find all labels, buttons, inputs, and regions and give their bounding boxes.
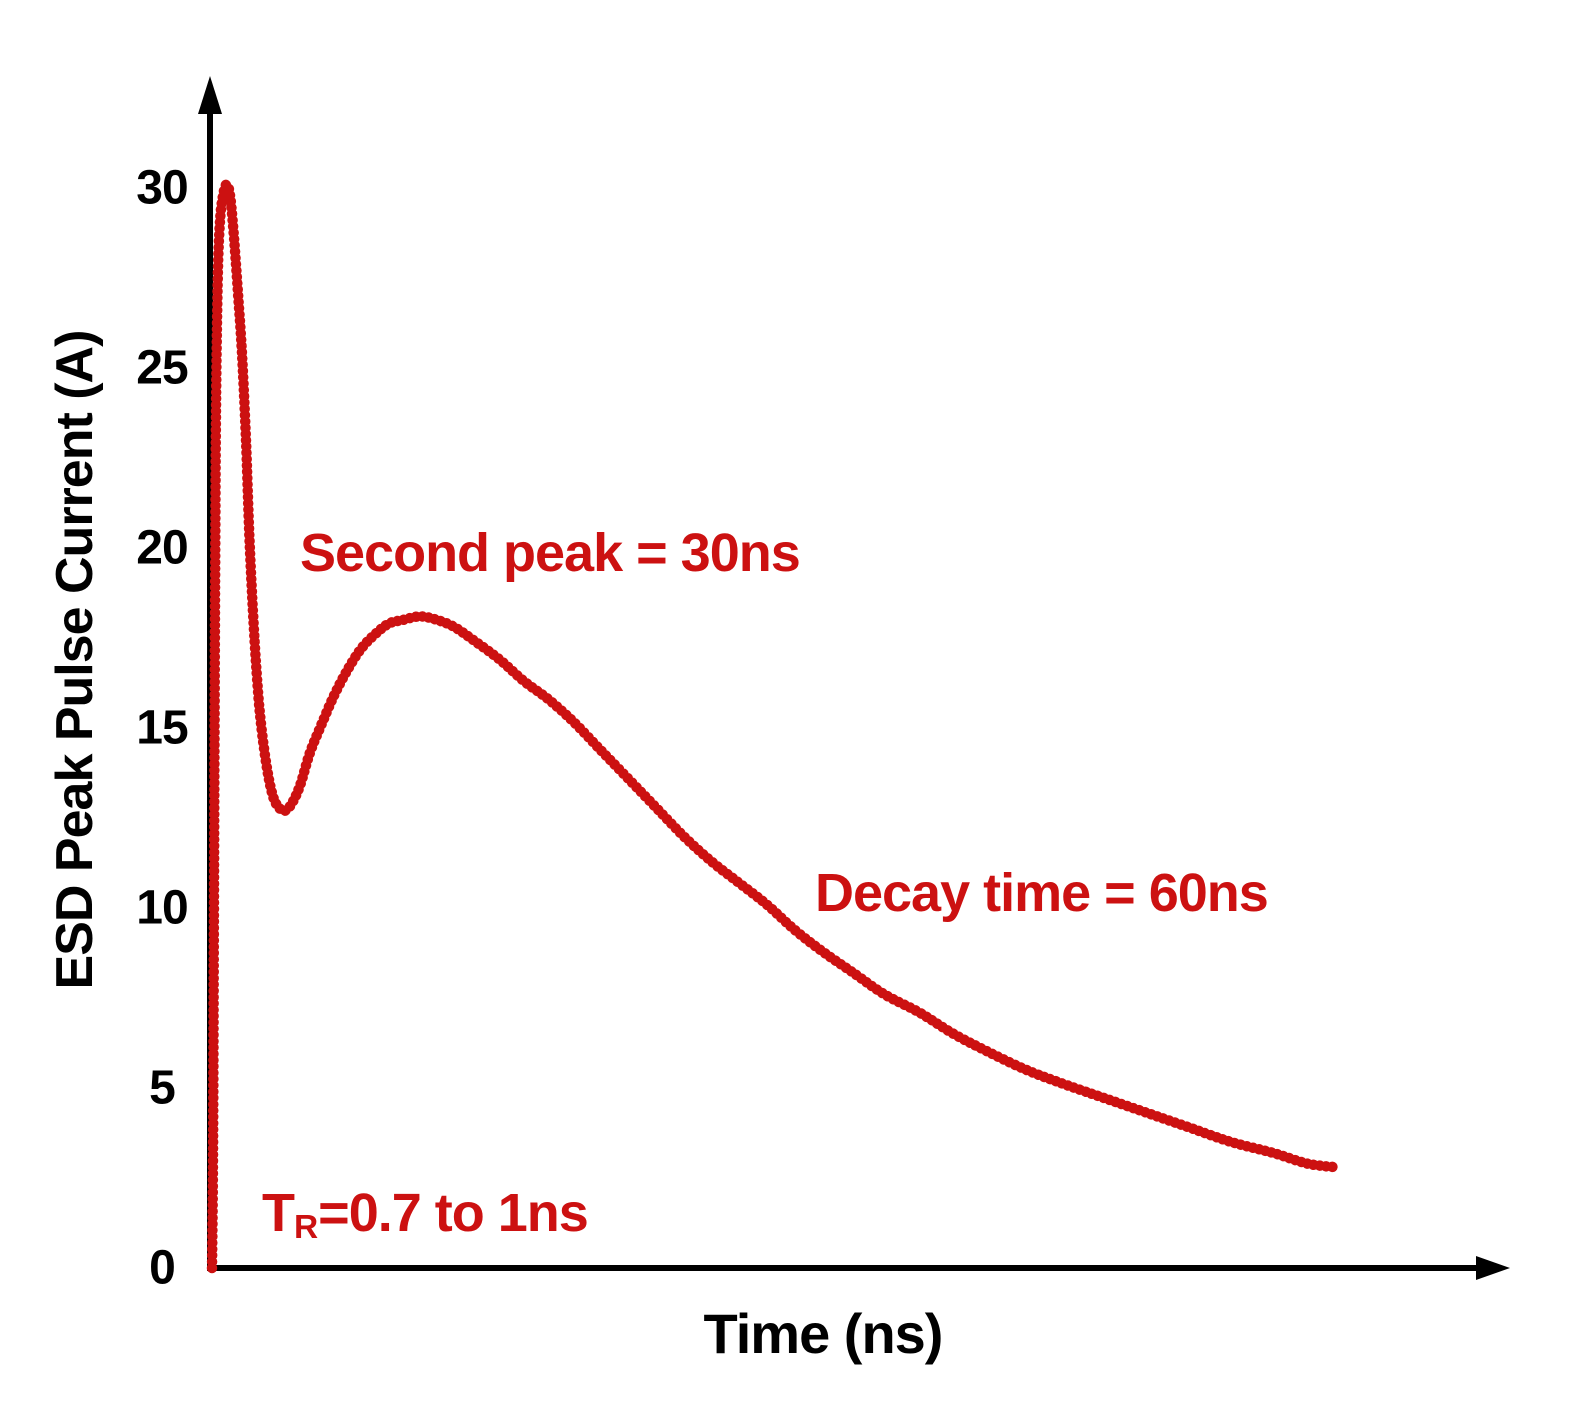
annotation-rise-time: TR=0.7 to 1ns — [262, 1183, 589, 1245]
annotation-second-peak: Second peak = 30ns — [300, 523, 801, 583]
y-tick-label-10: 10 — [136, 881, 188, 935]
y-tick-label-25: 25 — [136, 341, 188, 395]
rise-time-symbol: T — [262, 1183, 295, 1243]
y-tick-label-5: 5 — [149, 1061, 176, 1115]
x-axis-title: Time (ns) — [703, 1302, 944, 1365]
y-axis-title: ESD Peak Pulse Current (A) — [46, 330, 104, 990]
rise-time-subscript: R — [294, 1209, 319, 1247]
y-tick-label-30: 30 — [136, 161, 188, 215]
y-axis-arrowhead-icon — [198, 76, 222, 114]
y-tick-label-0: 0 — [149, 1241, 176, 1295]
esd-current-curve — [206, 179, 1341, 1274]
x-axis-arrowhead-icon — [1476, 1256, 1510, 1280]
y-tick-label-15: 15 — [136, 701, 188, 755]
rise-time-value: =0.7 to 1ns — [318, 1183, 589, 1243]
y-tick-label-20: 20 — [136, 521, 188, 575]
annotation-decay-time: Decay time = 60ns — [815, 863, 1269, 923]
